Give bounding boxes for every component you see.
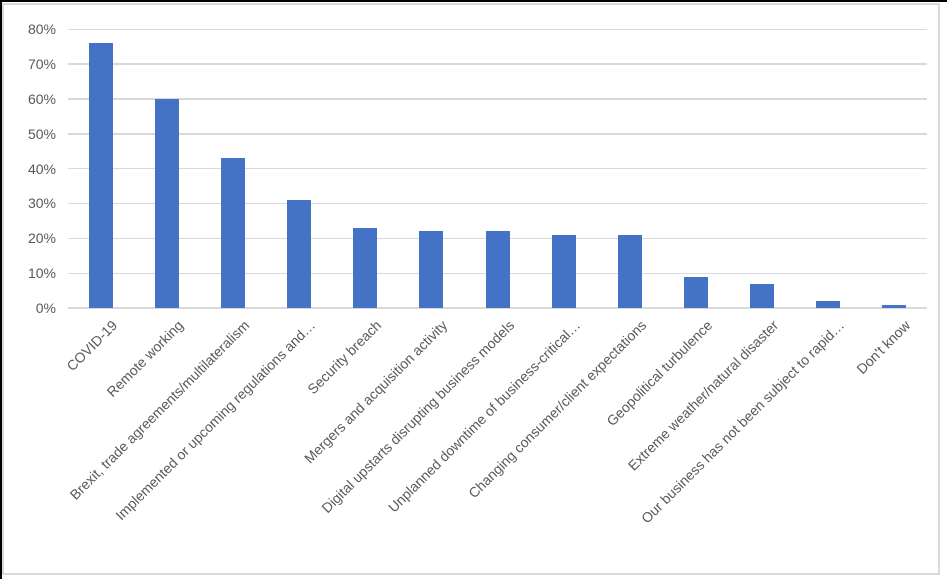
bar [683, 277, 708, 308]
chart-frame: 0% 10% 20% 30% 40% 50% 60% 70% 80% COVID-19 Remot… [2, 3, 940, 575]
y-axis-tick-label: 20% [27, 230, 56, 247]
gridline [68, 202, 927, 205]
bar [485, 231, 510, 308]
gridline [68, 63, 927, 65]
bar [749, 284, 774, 308]
y-axis-tick-label: 80% [27, 21, 56, 37]
bar [155, 99, 180, 308]
gridline [68, 133, 927, 135]
bar [221, 158, 246, 308]
y-axis-tick-label: 60% [27, 90, 56, 107]
bar [287, 200, 312, 308]
gridline [68, 168, 927, 170]
gridline [68, 98, 927, 100]
y-axis-tick-label: 30% [27, 195, 56, 212]
y-axis-tick-label: 10% [27, 265, 56, 282]
bar [353, 228, 378, 308]
y-axis-tick-label: 50% [27, 125, 56, 142]
bar [617, 235, 642, 308]
bar [89, 43, 114, 308]
x-axis-line [68, 307, 927, 309]
bar [881, 305, 906, 308]
bar [419, 231, 444, 308]
y-axis-tick-label: 70% [27, 55, 56, 72]
y-axis-tick-label: 40% [27, 160, 56, 177]
gridline [68, 28, 927, 30]
bar [551, 235, 576, 308]
y-axis-tick-label: 0% [35, 300, 56, 316]
bar [815, 301, 840, 308]
